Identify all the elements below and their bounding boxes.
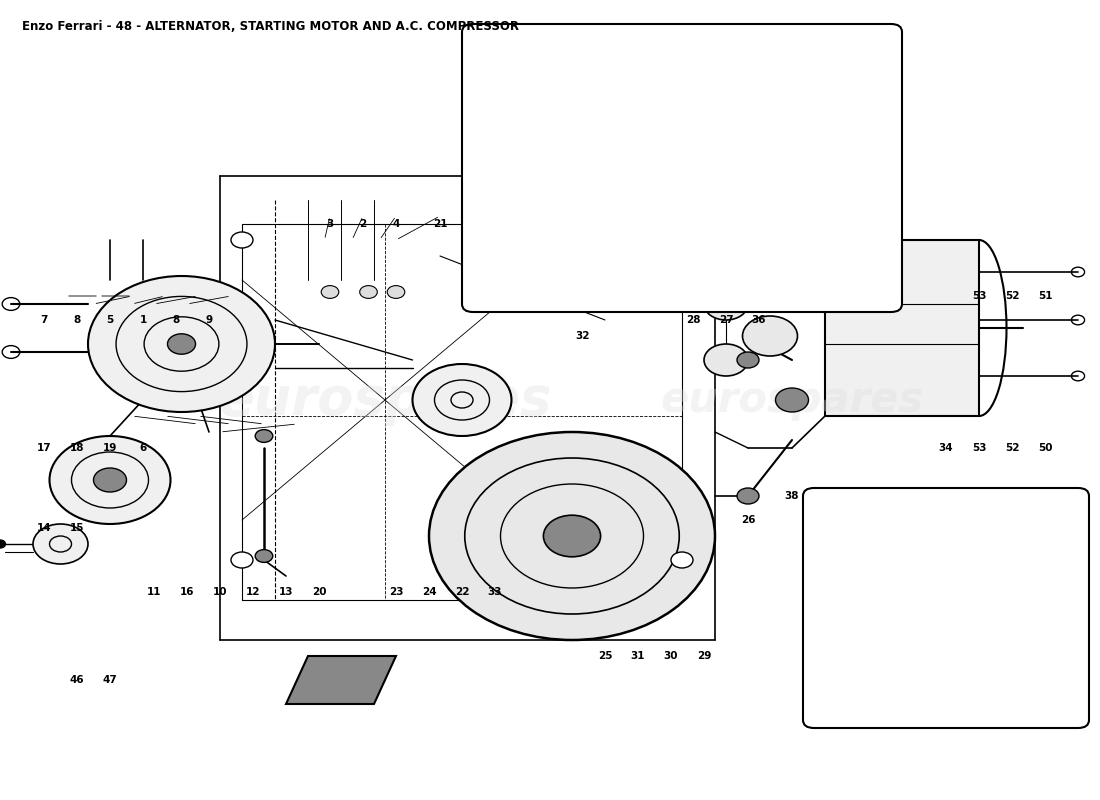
Circle shape — [889, 565, 915, 584]
Circle shape — [33, 524, 88, 564]
Text: 20: 20 — [311, 587, 327, 597]
Circle shape — [321, 286, 339, 298]
Text: 41: 41 — [828, 251, 844, 261]
Text: 52: 52 — [1004, 443, 1020, 453]
Text: 43: 43 — [531, 163, 547, 173]
Text: 25: 25 — [597, 651, 613, 661]
Circle shape — [704, 344, 748, 376]
Text: 13: 13 — [278, 587, 294, 597]
Text: 32: 32 — [575, 331, 591, 341]
Text: 53: 53 — [971, 291, 987, 301]
Text: 35: 35 — [982, 531, 998, 541]
Text: 42: 42 — [982, 491, 998, 501]
Text: 21: 21 — [432, 219, 448, 229]
Text: 33: 33 — [487, 587, 503, 597]
Text: 26: 26 — [740, 515, 756, 525]
Text: 53: 53 — [971, 443, 987, 453]
Text: 48: 48 — [894, 499, 910, 509]
Text: 39: 39 — [894, 635, 910, 645]
Circle shape — [88, 276, 275, 412]
Circle shape — [671, 232, 693, 248]
Text: Enzo Ferrari - 48 - ALTERNATOR, STARTING MOTOR AND A.C. COMPRESSOR: Enzo Ferrari - 48 - ALTERNATOR, STARTING… — [22, 20, 519, 33]
Text: 2: 2 — [360, 219, 366, 229]
Text: 46: 46 — [69, 675, 85, 685]
Text: 31: 31 — [630, 651, 646, 661]
Text: 24: 24 — [421, 587, 437, 597]
FancyBboxPatch shape — [803, 488, 1089, 728]
Text: 30: 30 — [663, 651, 679, 661]
Text: 36: 36 — [751, 315, 767, 325]
Text: 49: 49 — [916, 555, 932, 565]
Text: 10: 10 — [212, 587, 228, 597]
Circle shape — [776, 388, 808, 412]
Text: 3: 3 — [327, 219, 333, 229]
Circle shape — [255, 430, 273, 442]
Circle shape — [671, 552, 693, 568]
Text: 17: 17 — [36, 443, 52, 453]
Text: 11: 11 — [146, 587, 162, 597]
Circle shape — [966, 565, 992, 584]
Text: 54: 54 — [861, 219, 877, 229]
Polygon shape — [286, 656, 396, 704]
Bar — [825, 240, 979, 416]
Circle shape — [737, 352, 759, 368]
Circle shape — [412, 364, 512, 436]
Circle shape — [704, 288, 748, 320]
Text: 51: 51 — [1037, 291, 1053, 301]
Text: 47: 47 — [102, 675, 118, 685]
Text: 38: 38 — [784, 491, 800, 501]
Circle shape — [231, 552, 253, 568]
Text: 22: 22 — [454, 587, 470, 597]
Circle shape — [0, 540, 6, 548]
Circle shape — [387, 286, 405, 298]
Text: 45: 45 — [564, 163, 580, 173]
Text: 1: 1 — [140, 315, 146, 325]
Text: 28: 28 — [685, 315, 701, 325]
Text: 14: 14 — [36, 523, 52, 533]
Circle shape — [231, 232, 253, 248]
Text: 40: 40 — [795, 251, 811, 261]
Circle shape — [786, 156, 820, 180]
Text: 39: 39 — [916, 627, 932, 637]
Text: 45: 45 — [564, 163, 580, 173]
Circle shape — [94, 468, 126, 492]
Text: 12: 12 — [245, 587, 261, 597]
Text: 8: 8 — [173, 315, 179, 325]
Text: 52: 52 — [1004, 291, 1020, 301]
Circle shape — [543, 515, 601, 557]
Text: eurospares: eurospares — [218, 374, 552, 426]
Text: 5: 5 — [107, 315, 113, 325]
Text: 27: 27 — [718, 315, 734, 325]
Text: 43: 43 — [531, 163, 547, 173]
Circle shape — [742, 316, 797, 356]
FancyBboxPatch shape — [462, 24, 902, 312]
Text: 37: 37 — [817, 491, 833, 501]
Text: 39: 39 — [861, 251, 877, 261]
Circle shape — [737, 488, 759, 504]
Circle shape — [167, 334, 196, 354]
Text: 34: 34 — [938, 443, 954, 453]
Text: eurospares: eurospares — [660, 379, 924, 421]
Circle shape — [255, 550, 273, 562]
Circle shape — [360, 286, 377, 298]
Text: 19: 19 — [102, 443, 118, 453]
Text: 49: 49 — [894, 539, 910, 549]
Text: 18: 18 — [69, 443, 85, 453]
Circle shape — [429, 432, 715, 640]
Text: 16: 16 — [179, 587, 195, 597]
Text: 4: 4 — [393, 219, 399, 229]
Text: 15: 15 — [69, 523, 85, 533]
Text: 29: 29 — [696, 651, 712, 661]
Circle shape — [50, 436, 170, 524]
Text: 8: 8 — [74, 315, 80, 325]
Text: 44: 44 — [597, 163, 613, 173]
Text: 9: 9 — [206, 315, 212, 325]
Text: 48: 48 — [916, 515, 932, 525]
Text: 23: 23 — [388, 587, 404, 597]
Text: 44: 44 — [597, 163, 613, 173]
Text: 50: 50 — [1037, 443, 1053, 453]
Text: 6: 6 — [140, 443, 146, 453]
Text: 7: 7 — [41, 315, 47, 325]
